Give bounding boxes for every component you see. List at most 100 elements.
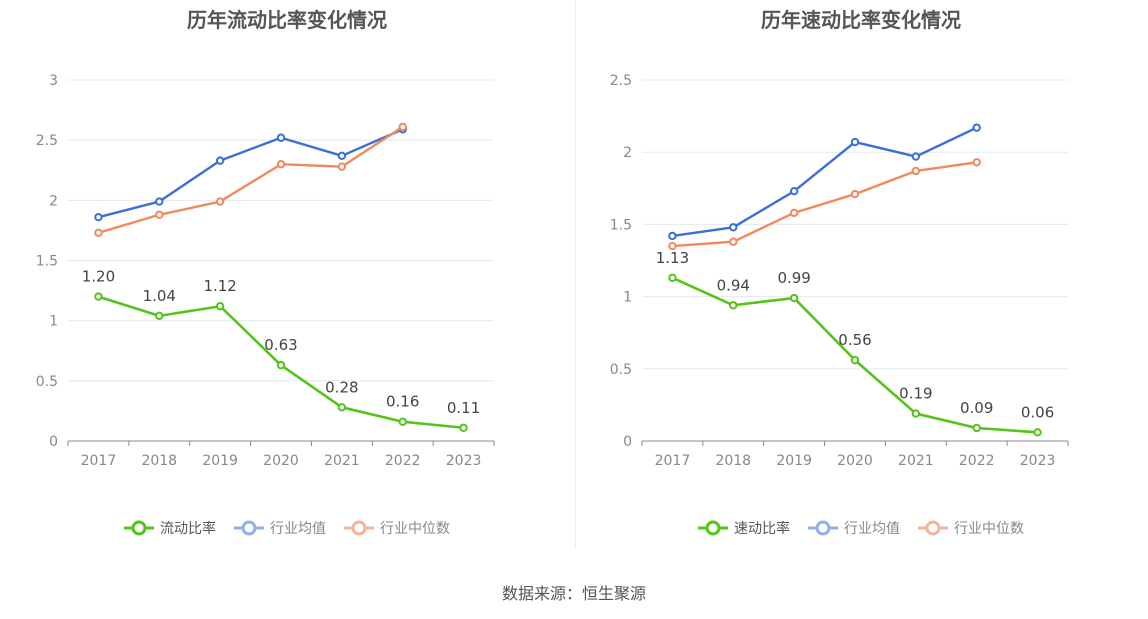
data-label: 0.56	[838, 331, 871, 349]
data-point-avg[interactable]	[668, 231, 677, 241]
x-tick-label: 2019	[202, 453, 238, 469]
series-line-median	[672, 161, 977, 248]
data-point-main[interactable]	[668, 273, 677, 283]
legend-label-main: 流动比率	[160, 521, 216, 537]
data-label: 0.11	[447, 399, 480, 417]
data-label: 0.19	[899, 385, 932, 403]
legend-item-avg[interactable]: 行业均值	[234, 518, 326, 538]
data-point-main[interactable]	[789, 293, 799, 303]
chart-plot-quick-ratio: 0 0.5 1 1.5 2 2.5 2017 2018 2019 2020 2021 2022 2023…	[610, 73, 1069, 469]
x-tick-label: 2023	[1020, 453, 1056, 469]
data-point-avg[interactable]	[972, 123, 981, 132]
data-point-main[interactable]	[398, 417, 407, 426]
data-label: 0.99	[777, 269, 810, 287]
legend-item-median[interactable]: 行业中位数	[918, 518, 1024, 538]
chart-title: 历年流动比率变化情况	[187, 8, 387, 32]
y-tick-label: 1.5	[36, 254, 58, 270]
series-line-avg	[98, 128, 404, 219]
x-tick-label: 2022	[959, 453, 995, 469]
data-label: 1.12	[203, 277, 236, 295]
data-point-median[interactable]	[155, 210, 164, 219]
legend-swatch-main-icon	[124, 520, 154, 536]
data-point-median[interactable]	[850, 189, 860, 199]
legend: 速动比率 行业均值 行业中位数	[574, 518, 1148, 538]
data-point-avg[interactable]	[155, 197, 164, 206]
legend-label-main: 速动比率	[734, 521, 790, 537]
y-tick-label: 0	[49, 434, 58, 450]
legend-swatch-main-icon	[698, 520, 728, 536]
legend-swatch-median-icon	[344, 520, 374, 536]
y-tick-label: 2.5	[610, 73, 632, 89]
y-tick-label: 0	[623, 434, 632, 450]
data-point-avg[interactable]	[337, 151, 347, 161]
x-tick-label: 2022	[385, 453, 421, 469]
data-point-main[interactable]	[729, 301, 738, 310]
legend: 流动比率 行业均值 行业中位数	[0, 518, 574, 538]
data-point-main[interactable]	[459, 423, 468, 432]
x-tick-label: 2019	[776, 453, 812, 469]
y-tick-label: 0.5	[36, 374, 58, 390]
data-point-avg[interactable]	[911, 152, 921, 161]
legend-label-median: 行业中位数	[954, 521, 1024, 537]
data-point-median[interactable]	[398, 122, 407, 132]
x-tick-label: 2018	[715, 453, 751, 469]
data-point-main[interactable]	[94, 292, 103, 301]
y-tick-label: 3	[49, 73, 58, 89]
x-tick-label: 2021	[324, 453, 360, 469]
legend-item-median[interactable]: 行业中位数	[344, 518, 450, 538]
y-tick-label: 1	[49, 314, 58, 330]
data-point-median[interactable]	[337, 162, 347, 171]
data-label: 1.04	[143, 287, 176, 305]
data-point-median[interactable]	[911, 166, 921, 176]
chart-panel-current-ratio: 历年流动比率变化情况 0 0.5 1 1.5 2 2.5 3 2017 2018 2019 2020…	[0, 0, 574, 560]
data-point-avg[interactable]	[729, 223, 738, 232]
panel-divider	[575, 0, 576, 548]
legend-item-main[interactable]: 速动比率	[698, 518, 790, 538]
y-tick-label: 0.5	[610, 362, 632, 378]
legend-label-median: 行业中位数	[380, 521, 450, 537]
data-point-avg[interactable]	[94, 212, 103, 222]
y-tick-label: 1	[623, 290, 632, 306]
legend-item-avg[interactable]: 行业均值	[808, 518, 900, 538]
data-point-main[interactable]	[972, 423, 981, 433]
data-point-main[interactable]	[276, 360, 286, 370]
data-label: 1.13	[656, 249, 689, 267]
series-line-median	[98, 125, 404, 234]
data-point-median[interactable]	[668, 241, 677, 251]
legend-label-avg: 行业均值	[844, 521, 900, 537]
data-point-median[interactable]	[94, 228, 103, 238]
data-point-main[interactable]	[850, 355, 860, 365]
data-label: 0.94	[717, 276, 750, 294]
data-label: 1.20	[82, 268, 115, 286]
x-tick-label: 2023	[446, 453, 482, 469]
x-tick-label: 2017	[81, 453, 117, 469]
x-tick-label: 2017	[655, 453, 691, 469]
data-label: 0.28	[325, 378, 358, 396]
data-source-note: 数据来源：恒生聚源	[501, 584, 646, 603]
data-label: 0.16	[386, 393, 419, 411]
data-point-median[interactable]	[276, 160, 286, 169]
chart-panel-quick-ratio: 历年速动比率变化情况 0 0.5 1 1.5 2 2.5 2017 2018 2019 2020 2…	[574, 0, 1148, 560]
y-tick-label: 1.5	[610, 217, 632, 233]
data-point-main[interactable]	[911, 409, 921, 418]
data-point-median[interactable]	[972, 158, 981, 167]
data-point-main[interactable]	[155, 311, 164, 321]
data-point-avg[interactable]	[850, 137, 860, 147]
data-point-median[interactable]	[789, 208, 799, 218]
data-point-avg[interactable]	[215, 156, 225, 165]
x-tick-label: 2018	[141, 453, 177, 469]
y-tick-label: 2.5	[36, 133, 58, 149]
data-point-median[interactable]	[215, 197, 225, 206]
data-point-main[interactable]	[337, 403, 347, 412]
data-point-median[interactable]	[729, 237, 738, 246]
x-tick-label: 2020	[263, 453, 299, 469]
data-point-main[interactable]	[215, 302, 225, 311]
x-tick-label: 2021	[898, 453, 934, 469]
data-label: 0.09	[960, 399, 993, 417]
data-point-main[interactable]	[1033, 428, 1042, 437]
data-label: 0.06	[1021, 403, 1054, 421]
legend-item-main[interactable]: 流动比率	[124, 518, 216, 538]
x-tick-label: 2020	[837, 453, 873, 469]
data-point-avg[interactable]	[789, 186, 799, 196]
data-point-avg[interactable]	[276, 133, 286, 142]
